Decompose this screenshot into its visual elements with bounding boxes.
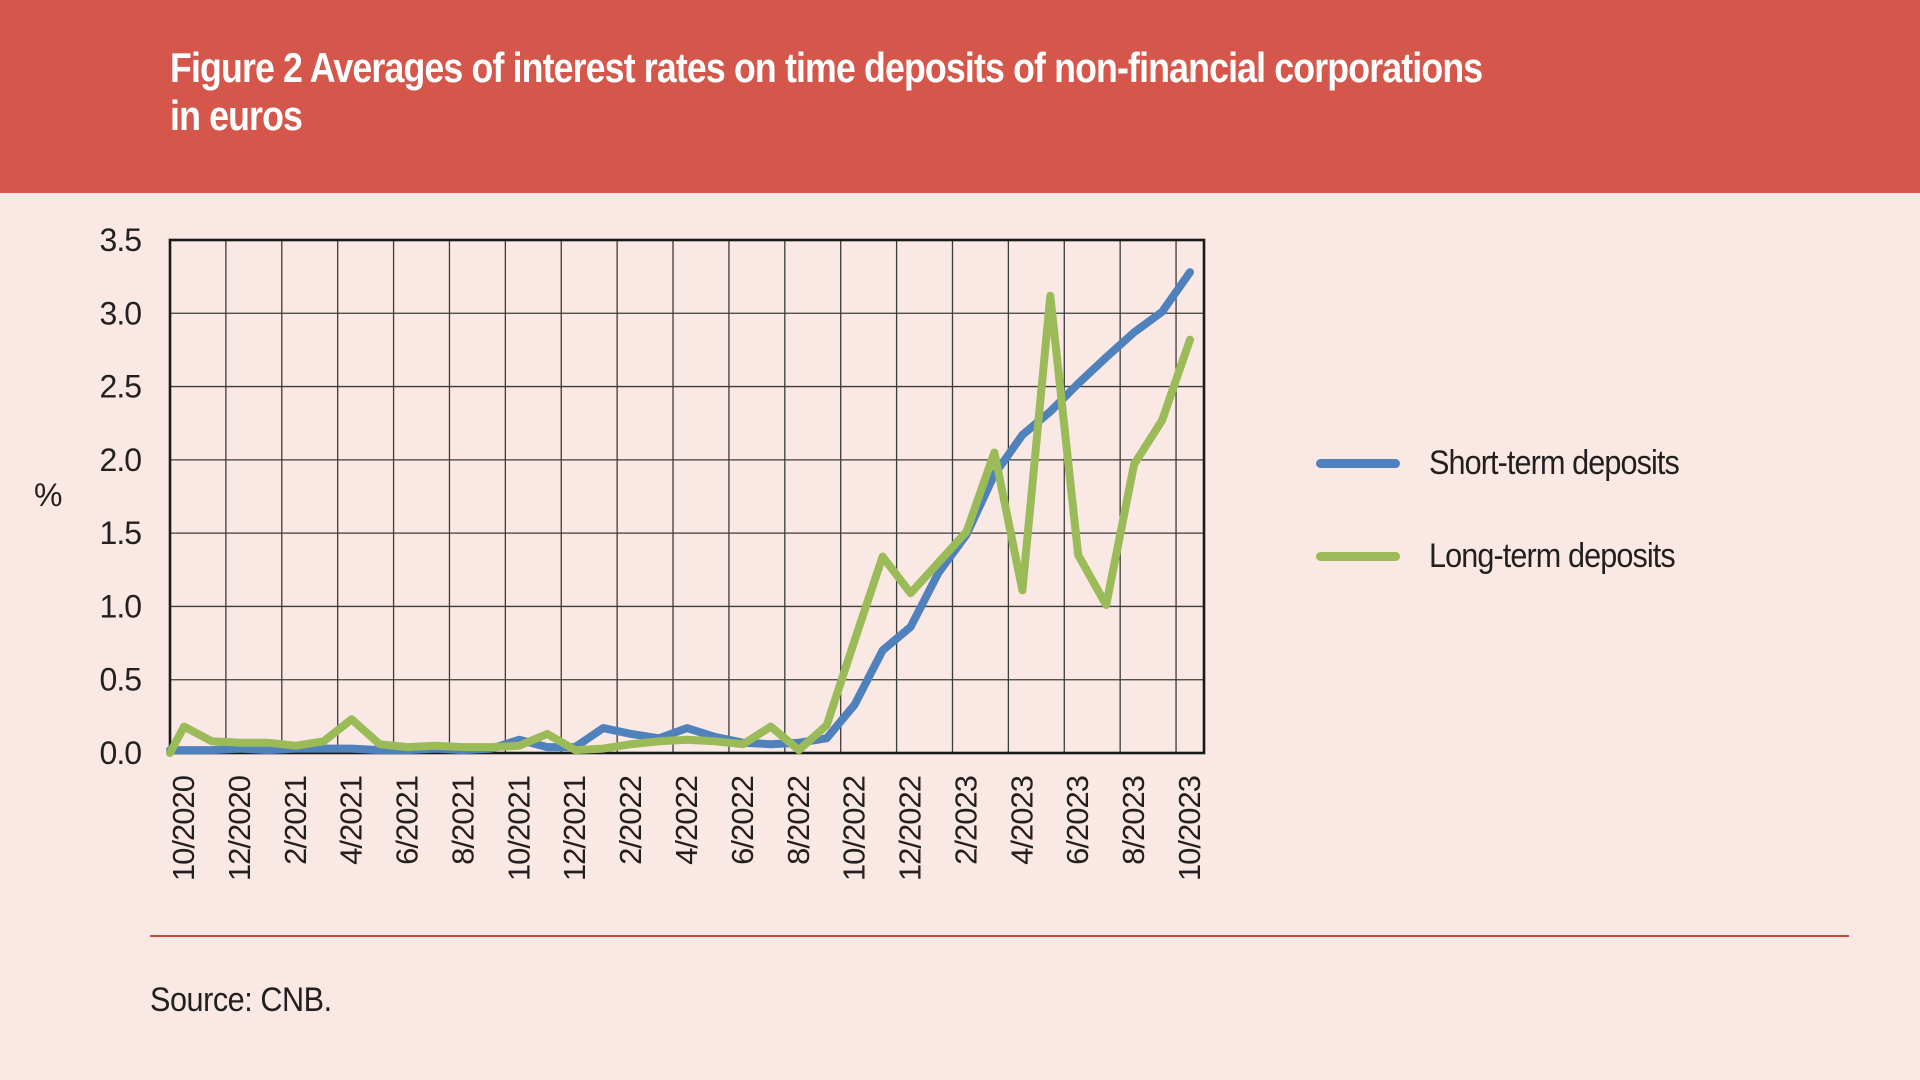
x-tick-label: 10/2022 <box>837 776 872 881</box>
figure-header: Figure 2 Averages of interest rates on t… <box>0 0 1920 193</box>
figure-title-line1: Figure 2 Averages of interest rates on t… <box>170 44 1483 91</box>
series-line-short-term-deposits <box>166 268 1194 755</box>
y-tick-label: 3.0 <box>100 295 142 331</box>
y-tick-label: 1.0 <box>100 588 142 624</box>
legend-item-short-term: Short-term deposits <box>1316 438 1876 488</box>
x-tick-label: 8/2022 <box>781 776 816 865</box>
footer-divider-line <box>150 935 1849 937</box>
long-term-line-swatch <box>1316 551 1400 561</box>
x-tick-label: 8/2023 <box>1116 776 1151 865</box>
x-tick-label: 8/2021 <box>445 776 480 865</box>
legend-item-long-term: Long-term deposits <box>1316 531 1876 581</box>
chart-legend: Short-term deposits Long-term deposits <box>1316 438 1876 624</box>
y-tick-label: 0.0 <box>100 735 142 771</box>
figure-title: Figure 2 Averages of interest rates on t… <box>170 44 1483 140</box>
y-tick-label: 1.5 <box>100 515 142 551</box>
plot-border <box>168 238 1206 755</box>
y-tick-label: 2.0 <box>100 442 142 478</box>
x-tick-label: 2/2021 <box>278 776 313 865</box>
x-tick-label: 2/2023 <box>949 776 984 865</box>
y-tick-label: 0.5 <box>100 662 142 698</box>
x-tick-label: 12/2021 <box>557 776 592 881</box>
y-axis-unit-label: % <box>34 477 62 513</box>
legend-label-short-term: Short-term deposits <box>1429 443 1680 482</box>
legend-label-long-term: Long-term deposits <box>1429 536 1676 575</box>
x-tick-label: 12/2020 <box>222 775 257 881</box>
source-note: Source: CNB. <box>150 981 332 1019</box>
x-tick-label: 10/2020 <box>166 775 201 881</box>
x-tick-label: 12/2022 <box>893 776 928 881</box>
x-tick-label: 6/2022 <box>725 776 760 865</box>
y-tick-label: 2.5 <box>100 369 142 405</box>
series-line-long-term-deposits <box>166 291 1194 757</box>
x-tick-label: 6/2021 <box>390 776 425 865</box>
figure-title-line2: in euros <box>170 92 303 139</box>
x-tick-label: 10/2021 <box>501 776 536 881</box>
x-tick-label: 10/2023 <box>1172 776 1207 881</box>
x-tick-label: 2/2022 <box>613 776 648 865</box>
short-term-line-swatch <box>1316 458 1400 468</box>
x-tick-label: 4/2022 <box>669 776 704 865</box>
x-tick-label: 4/2021 <box>334 776 369 865</box>
x-tick-label: 6/2023 <box>1060 776 1095 865</box>
x-tick-label: 4/2023 <box>1004 776 1039 865</box>
y-tick-label: 3.5 <box>100 222 142 258</box>
